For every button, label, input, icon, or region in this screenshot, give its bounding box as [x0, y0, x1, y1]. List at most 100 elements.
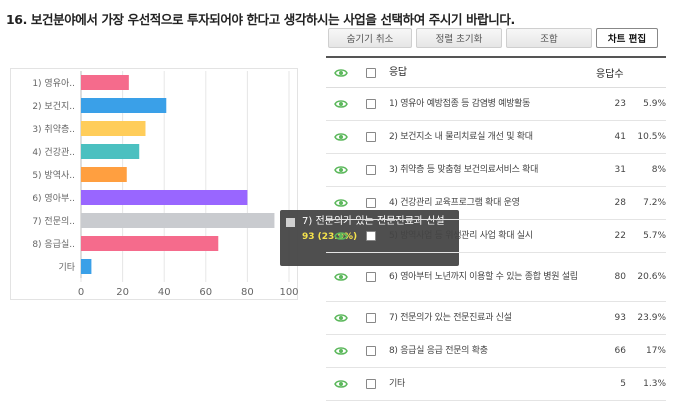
answer-percent: 20.6%: [637, 272, 666, 282]
table-row[interactable]: 5) 방역사업 등 위생관리 사업 확대 실시 22 5.7%: [326, 220, 666, 253]
table-row[interactable]: 6) 영아부터 노년까지 이용할 수 있는 종합 병원 설립 80 20.6%: [326, 253, 666, 302]
answer-count: 80: [614, 272, 626, 282]
eye-icon: [334, 133, 348, 141]
row-checkbox[interactable]: [366, 165, 376, 175]
row-checkbox[interactable]: [366, 272, 376, 282]
answer-label: 1) 영유아 예방접종 등 감염병 예방활동: [389, 99, 531, 109]
eye-icon: [334, 199, 348, 207]
tooltip-value: 93 (23.9%): [302, 232, 358, 242]
row-checkbox[interactable]: [366, 313, 376, 323]
answer-percent: 8%: [651, 165, 666, 175]
answer-count: 66: [614, 346, 626, 356]
table-row[interactable]: 3) 취약층 등 맞춤형 보건의료서비스 확대 31 8%: [326, 154, 666, 187]
visibility-toggle[interactable]: [326, 198, 356, 208]
answer-label: 2) 보건지소 내 물리치료실 개선 및 확대: [389, 132, 533, 142]
visibility-toggle[interactable]: [326, 231, 356, 241]
category-label: 7) 전문의..: [32, 216, 75, 227]
category-label: 기타: [58, 262, 75, 273]
visibility-toggle[interactable]: [326, 272, 356, 282]
table-row[interactable]: 7) 전문의가 있는 전문진료과 신설 93 23.9%: [326, 302, 666, 335]
bar-chart: 0 20 40 60 80 100 1) 영유아.. 2) 보건지.. 3) 취약층.. 4) 건…: [32, 71, 299, 298]
answer-count: 5: [620, 379, 626, 389]
answer-percent: 5.7%: [643, 231, 666, 241]
visibility-toggle[interactable]: [326, 165, 356, 175]
answer-label: 8) 응급실 응급 전문의 확충: [389, 346, 488, 356]
category-label: 5) 방역사..: [32, 170, 75, 181]
table-row[interactable]: 기타 5 1.3%: [326, 368, 666, 401]
x-tick-label: 20: [116, 287, 129, 298]
table-header: 응답 응답수: [326, 56, 666, 88]
bar: [81, 121, 146, 136]
row-checkbox[interactable]: [366, 132, 376, 142]
answer-count: 31: [614, 165, 626, 175]
answer-count: 28: [614, 198, 626, 208]
bar: [81, 75, 129, 90]
response-table: 응답 응답수 1) 영유아 예방접종 등 감염병 예방활동 23 5.9% 2) 보건…: [326, 56, 666, 401]
answer-label: 3) 취약층 등 맞춤형 보건의료서비스 확대: [389, 165, 539, 175]
visibility-toggle[interactable]: [326, 132, 356, 142]
eye-icon: [334, 232, 348, 240]
tooltip-color-swatch: [286, 218, 295, 227]
category-label: 2) 보건지..: [32, 101, 75, 112]
answer-count: 22: [614, 231, 626, 241]
hide-cancel-button[interactable]: 숨기기 취소: [328, 28, 412, 48]
visibility-toggle[interactable]: [326, 346, 356, 356]
table-row[interactable]: 4) 건강관리 교육프로그램 확대 운영 28 7.2%: [326, 187, 666, 220]
select-all-checkbox[interactable]: [366, 67, 376, 78]
eye-icon: [334, 166, 348, 174]
answer-count: 93: [614, 313, 626, 323]
answer-percent: 10.5%: [637, 132, 666, 142]
answer-percent: 7.2%: [643, 198, 666, 208]
category-label: 3) 취약층..: [32, 123, 75, 135]
answer-percent: 23.9%: [637, 313, 666, 323]
visibility-all-toggle[interactable]: [326, 68, 356, 78]
tooltip-label: 7) 전문의가 있는 전문진료과 신설: [302, 216, 445, 227]
answer-count: 41: [614, 132, 626, 142]
table-body: 1) 영유아 예방접종 등 감염병 예방활동 23 5.9% 2) 보건지소 내 물리…: [326, 88, 666, 401]
bar: [81, 98, 167, 113]
x-tick-label: 40: [158, 287, 171, 298]
bar: [81, 167, 127, 182]
x-tick-label: 80: [241, 287, 254, 298]
answer-label: 기타: [389, 379, 405, 389]
table-row[interactable]: 2) 보건지소 내 물리치료실 개선 및 확대 41 10.5%: [326, 121, 666, 154]
row-checkbox[interactable]: [366, 231, 376, 241]
header-count: 응답수: [596, 69, 624, 80]
eye-icon: [334, 380, 348, 388]
bar: [81, 144, 140, 159]
table-row[interactable]: 1) 영유아 예방접종 등 감염병 예방활동 23 5.9%: [326, 88, 666, 121]
x-tick-label: 0: [78, 287, 84, 298]
answer-label: 7) 전문의가 있는 전문진료과 신설: [389, 313, 512, 323]
eye-icon: [334, 68, 348, 77]
answer-label: 6) 영아부터 노년까지 이용할 수 있는 종합 병원 설립: [389, 272, 578, 282]
visibility-toggle[interactable]: [326, 379, 356, 389]
category-label: 4) 건강관..: [32, 147, 75, 158]
row-checkbox[interactable]: [366, 198, 376, 208]
category-label: 1) 영유아..: [32, 78, 75, 89]
lookup-button[interactable]: 조합: [506, 28, 592, 48]
answer-label: 4) 건강관리 교육프로그램 확대 운영: [389, 198, 520, 208]
reset-sort-button[interactable]: 정렬 초기화: [416, 28, 502, 48]
visibility-toggle[interactable]: [326, 313, 356, 323]
bar: [81, 259, 92, 274]
answer-percent: 5.9%: [643, 99, 666, 109]
eye-icon: [334, 314, 348, 322]
row-checkbox[interactable]: [366, 379, 376, 389]
eye-icon: [334, 273, 348, 281]
visibility-toggle[interactable]: [326, 99, 356, 109]
x-tick-label: 100: [279, 287, 298, 298]
row-checkbox[interactable]: [366, 99, 376, 109]
eye-icon: [334, 347, 348, 355]
table-row[interactable]: 8) 응급실 응급 전문의 확충 66 17%: [326, 335, 666, 368]
answer-percent: 1.3%: [643, 379, 666, 389]
eye-icon: [334, 100, 348, 108]
bar: [81, 190, 248, 205]
bar: [81, 213, 275, 228]
answer-label: 5) 방역사업 등 위생관리 사업 확대 실시: [389, 231, 533, 241]
chart-panel: 0 20 40 60 80 100 1) 영유아.. 2) 보건지.. 3) 취약층.. 4) 건…: [10, 68, 299, 300]
row-checkbox[interactable]: [366, 346, 376, 356]
chart-toolbar: 숨기기 취소 정렬 초기화 조합 차트 편집: [328, 28, 658, 48]
question-title: 16. 보건분야에서 가장 우선적으로 투자되어야 한다고 생각하시는 사업을 …: [6, 12, 515, 27]
answer-count: 23: [614, 99, 626, 109]
edit-chart-button[interactable]: 차트 편집: [596, 28, 658, 48]
